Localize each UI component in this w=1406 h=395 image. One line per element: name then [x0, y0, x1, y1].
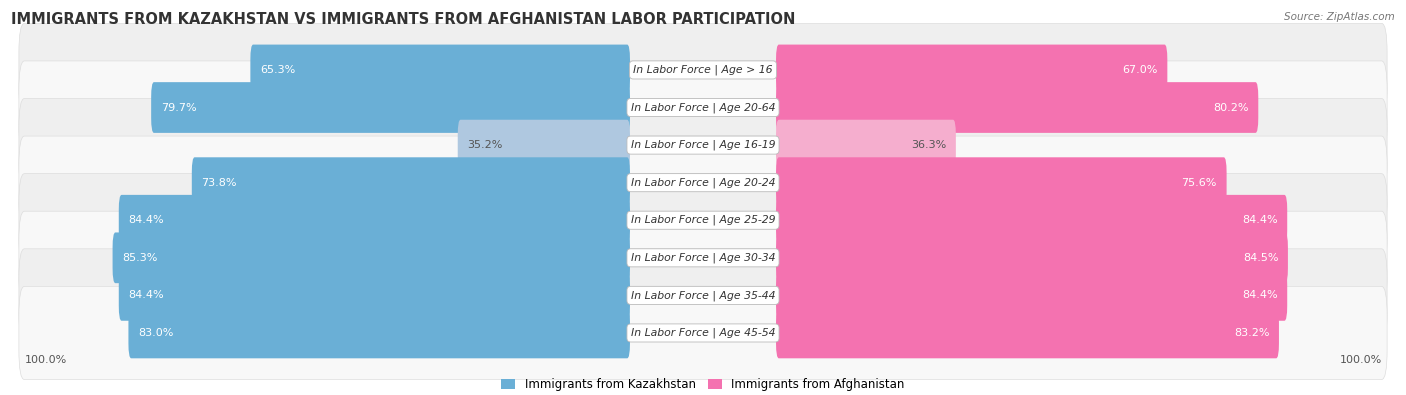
- Text: In Labor Force | Age 20-64: In Labor Force | Age 20-64: [631, 102, 775, 113]
- FancyBboxPatch shape: [250, 45, 630, 95]
- Text: 36.3%: 36.3%: [911, 140, 946, 150]
- Text: IMMIGRANTS FROM KAZAKHSTAN VS IMMIGRANTS FROM AFGHANISTAN LABOR PARTICIPATION: IMMIGRANTS FROM KAZAKHSTAN VS IMMIGRANTS…: [11, 12, 796, 27]
- Text: In Labor Force | Age > 16: In Labor Force | Age > 16: [633, 65, 773, 75]
- Text: 75.6%: 75.6%: [1181, 178, 1218, 188]
- Text: 80.2%: 80.2%: [1213, 103, 1249, 113]
- FancyBboxPatch shape: [112, 232, 630, 283]
- Text: 83.2%: 83.2%: [1234, 328, 1270, 338]
- Legend: Immigrants from Kazakhstan, Immigrants from Afghanistan: Immigrants from Kazakhstan, Immigrants f…: [496, 373, 910, 395]
- FancyBboxPatch shape: [152, 82, 630, 133]
- Text: 84.4%: 84.4%: [1241, 215, 1278, 225]
- FancyBboxPatch shape: [776, 157, 1226, 208]
- Text: In Labor Force | Age 35-44: In Labor Force | Age 35-44: [631, 290, 775, 301]
- Text: 84.5%: 84.5%: [1243, 253, 1278, 263]
- FancyBboxPatch shape: [776, 45, 1167, 95]
- Text: Source: ZipAtlas.com: Source: ZipAtlas.com: [1284, 12, 1395, 22]
- FancyBboxPatch shape: [118, 195, 630, 246]
- FancyBboxPatch shape: [776, 232, 1288, 283]
- Text: 85.3%: 85.3%: [122, 253, 157, 263]
- FancyBboxPatch shape: [18, 211, 1388, 305]
- FancyBboxPatch shape: [128, 308, 630, 358]
- Text: 35.2%: 35.2%: [467, 140, 503, 150]
- Text: 79.7%: 79.7%: [160, 103, 197, 113]
- Text: 73.8%: 73.8%: [201, 178, 238, 188]
- FancyBboxPatch shape: [18, 136, 1388, 229]
- FancyBboxPatch shape: [776, 82, 1258, 133]
- FancyBboxPatch shape: [458, 120, 630, 171]
- Text: 65.3%: 65.3%: [260, 65, 295, 75]
- FancyBboxPatch shape: [776, 270, 1288, 321]
- Text: 100.0%: 100.0%: [1340, 355, 1382, 365]
- Text: 84.4%: 84.4%: [1241, 290, 1278, 300]
- Text: In Labor Force | Age 30-34: In Labor Force | Age 30-34: [631, 252, 775, 263]
- FancyBboxPatch shape: [18, 249, 1388, 342]
- FancyBboxPatch shape: [18, 174, 1388, 267]
- Text: In Labor Force | Age 45-54: In Labor Force | Age 45-54: [631, 328, 775, 338]
- FancyBboxPatch shape: [18, 23, 1388, 117]
- FancyBboxPatch shape: [776, 308, 1279, 358]
- FancyBboxPatch shape: [18, 61, 1388, 154]
- Text: 67.0%: 67.0%: [1122, 65, 1157, 75]
- FancyBboxPatch shape: [191, 157, 630, 208]
- Text: 84.4%: 84.4%: [128, 290, 165, 300]
- FancyBboxPatch shape: [776, 120, 956, 171]
- FancyBboxPatch shape: [18, 286, 1388, 380]
- Text: In Labor Force | Age 25-29: In Labor Force | Age 25-29: [631, 215, 775, 226]
- Text: In Labor Force | Age 16-19: In Labor Force | Age 16-19: [631, 140, 775, 150]
- FancyBboxPatch shape: [118, 270, 630, 321]
- Text: 84.4%: 84.4%: [128, 215, 165, 225]
- FancyBboxPatch shape: [776, 195, 1288, 246]
- Text: 100.0%: 100.0%: [24, 355, 66, 365]
- Text: In Labor Force | Age 20-24: In Labor Force | Age 20-24: [631, 177, 775, 188]
- Text: 83.0%: 83.0%: [138, 328, 173, 338]
- FancyBboxPatch shape: [18, 98, 1388, 192]
